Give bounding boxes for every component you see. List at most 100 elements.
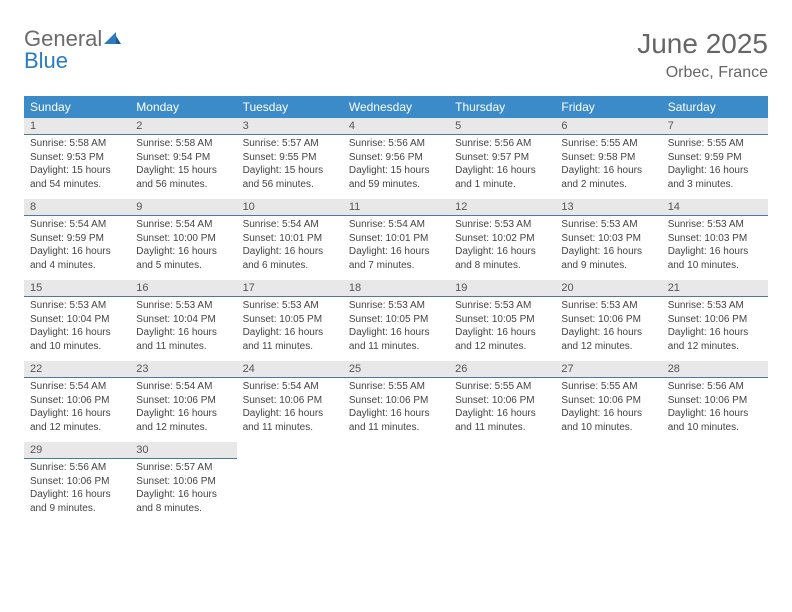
sunset-text: Sunset: 10:03 PM bbox=[561, 232, 655, 246]
day-number-cell: 23 bbox=[130, 361, 236, 378]
daylight-text-line1: Daylight: 15 hours bbox=[30, 164, 124, 178]
day-number-cell: 21 bbox=[662, 280, 768, 297]
sunset-text: Sunset: 9:59 PM bbox=[30, 232, 124, 246]
daylight-text-line1: Daylight: 16 hours bbox=[30, 326, 124, 340]
location-subtitle: Orbec, France bbox=[637, 64, 768, 82]
logo-text: General Blue bbox=[24, 28, 122, 72]
day-detail-cell: Sunrise: 5:56 AMSunset: 10:06 PMDaylight… bbox=[24, 459, 130, 524]
dow-monday: Monday bbox=[130, 96, 236, 118]
week-detail-row: Sunrise: 5:54 AMSunset: 9:59 PMDaylight:… bbox=[24, 216, 768, 281]
sunset-text: Sunset: 10:06 PM bbox=[30, 394, 124, 408]
day-number-cell bbox=[237, 442, 343, 459]
daylight-text-line2: and 7 minutes. bbox=[349, 259, 443, 273]
daylight-text-line1: Daylight: 16 hours bbox=[243, 407, 337, 421]
sunset-text: Sunset: 10:06 PM bbox=[561, 313, 655, 327]
day-number-cell: 14 bbox=[662, 199, 768, 216]
daylight-text-line2: and 10 minutes. bbox=[561, 421, 655, 435]
day-number-cell: 29 bbox=[24, 442, 130, 459]
sunrise-text: Sunrise: 5:55 AM bbox=[455, 380, 549, 394]
daylight-text-line1: Daylight: 16 hours bbox=[561, 407, 655, 421]
sunrise-text: Sunrise: 5:55 AM bbox=[561, 380, 655, 394]
day-number-cell: 10 bbox=[237, 199, 343, 216]
calendar-body: 1234567Sunrise: 5:58 AMSunset: 9:53 PMDa… bbox=[24, 118, 768, 523]
sunset-text: Sunset: 10:04 PM bbox=[136, 313, 230, 327]
daylight-text-line2: and 54 minutes. bbox=[30, 178, 124, 192]
daylight-text-line2: and 11 minutes. bbox=[349, 421, 443, 435]
daylight-text-line2: and 10 minutes. bbox=[668, 259, 762, 273]
daylight-text-line1: Daylight: 16 hours bbox=[349, 326, 443, 340]
daylight-text-line2: and 9 minutes. bbox=[30, 502, 124, 516]
day-detail-cell: Sunrise: 5:53 AMSunset: 10:05 PMDaylight… bbox=[343, 297, 449, 362]
daylight-text-line1: Daylight: 16 hours bbox=[561, 164, 655, 178]
day-detail-cell: Sunrise: 5:53 AMSunset: 10:04 PMDaylight… bbox=[130, 297, 236, 362]
day-detail-cell: Sunrise: 5:55 AMSunset: 9:59 PMDaylight:… bbox=[662, 135, 768, 200]
sunrise-text: Sunrise: 5:53 AM bbox=[243, 299, 337, 313]
sunrise-text: Sunrise: 5:53 AM bbox=[561, 299, 655, 313]
daylight-text-line1: Daylight: 16 hours bbox=[136, 245, 230, 259]
day-number-cell: 30 bbox=[130, 442, 236, 459]
day-detail-cell: Sunrise: 5:54 AMSunset: 10:01 PMDaylight… bbox=[343, 216, 449, 281]
day-number-cell: 19 bbox=[449, 280, 555, 297]
title-block: June 2025 Orbec, France bbox=[637, 28, 768, 82]
day-number-cell: 15 bbox=[24, 280, 130, 297]
day-number-cell bbox=[343, 442, 449, 459]
dow-thursday: Thursday bbox=[449, 96, 555, 118]
week-daynum-row: 2930 bbox=[24, 442, 768, 459]
sunrise-text: Sunrise: 5:55 AM bbox=[561, 137, 655, 151]
daylight-text-line2: and 12 minutes. bbox=[561, 340, 655, 354]
week-daynum-row: 15161718192021 bbox=[24, 280, 768, 297]
sunrise-text: Sunrise: 5:58 AM bbox=[30, 137, 124, 151]
sunset-text: Sunset: 9:54 PM bbox=[136, 151, 230, 165]
daylight-text-line2: and 12 minutes. bbox=[136, 421, 230, 435]
week-detail-row: Sunrise: 5:56 AMSunset: 10:06 PMDaylight… bbox=[24, 459, 768, 524]
daylight-text-line1: Daylight: 16 hours bbox=[30, 245, 124, 259]
daylight-text-line2: and 5 minutes. bbox=[136, 259, 230, 273]
sunrise-text: Sunrise: 5:53 AM bbox=[668, 218, 762, 232]
day-number-cell: 8 bbox=[24, 199, 130, 216]
day-number-cell: 24 bbox=[237, 361, 343, 378]
day-detail-cell: Sunrise: 5:57 AMSunset: 10:06 PMDaylight… bbox=[130, 459, 236, 524]
daylight-text-line2: and 6 minutes. bbox=[243, 259, 337, 273]
daylight-text-line1: Daylight: 16 hours bbox=[136, 326, 230, 340]
sunset-text: Sunset: 9:57 PM bbox=[455, 151, 549, 165]
day-detail-cell: Sunrise: 5:53 AMSunset: 10:05 PMDaylight… bbox=[237, 297, 343, 362]
sunrise-text: Sunrise: 5:53 AM bbox=[349, 299, 443, 313]
daylight-text-line2: and 1 minute. bbox=[455, 178, 549, 192]
logo-sail-icon bbox=[102, 28, 122, 50]
day-number-cell: 18 bbox=[343, 280, 449, 297]
daylight-text-line1: Daylight: 16 hours bbox=[455, 245, 549, 259]
week-detail-row: Sunrise: 5:58 AMSunset: 9:53 PMDaylight:… bbox=[24, 135, 768, 200]
sunrise-text: Sunrise: 5:53 AM bbox=[136, 299, 230, 313]
daylight-text-line1: Daylight: 15 hours bbox=[349, 164, 443, 178]
day-number-cell: 28 bbox=[662, 361, 768, 378]
day-number-cell: 13 bbox=[555, 199, 661, 216]
day-detail-cell: Sunrise: 5:54 AMSunset: 10:01 PMDaylight… bbox=[237, 216, 343, 281]
day-number-cell: 6 bbox=[555, 118, 661, 135]
day-detail-cell: Sunrise: 5:53 AMSunset: 10:04 PMDaylight… bbox=[24, 297, 130, 362]
day-detail-cell: Sunrise: 5:57 AMSunset: 9:55 PMDaylight:… bbox=[237, 135, 343, 200]
daylight-text-line1: Daylight: 16 hours bbox=[455, 326, 549, 340]
sunset-text: Sunset: 10:00 PM bbox=[136, 232, 230, 246]
sunset-text: Sunset: 10:05 PM bbox=[243, 313, 337, 327]
dow-friday: Friday bbox=[555, 96, 661, 118]
day-number-cell: 7 bbox=[662, 118, 768, 135]
sunset-text: Sunset: 10:01 PM bbox=[349, 232, 443, 246]
day-of-week-header-row: Sunday Monday Tuesday Wednesday Thursday… bbox=[24, 96, 768, 118]
day-detail-cell: Sunrise: 5:58 AMSunset: 9:53 PMDaylight:… bbox=[24, 135, 130, 200]
daylight-text-line2: and 12 minutes. bbox=[30, 421, 124, 435]
week-daynum-row: 891011121314 bbox=[24, 199, 768, 216]
sunrise-text: Sunrise: 5:54 AM bbox=[30, 218, 124, 232]
day-detail-cell: Sunrise: 5:58 AMSunset: 9:54 PMDaylight:… bbox=[130, 135, 236, 200]
daylight-text-line1: Daylight: 16 hours bbox=[668, 245, 762, 259]
daylight-text-line1: Daylight: 16 hours bbox=[30, 407, 124, 421]
day-detail-cell: Sunrise: 5:54 AMSunset: 10:06 PMDaylight… bbox=[237, 378, 343, 443]
month-title: June 2025 bbox=[637, 28, 768, 60]
daylight-text-line2: and 9 minutes. bbox=[561, 259, 655, 273]
sunrise-text: Sunrise: 5:54 AM bbox=[349, 218, 443, 232]
daylight-text-line2: and 8 minutes. bbox=[455, 259, 549, 273]
day-detail-cell: Sunrise: 5:55 AMSunset: 10:06 PMDaylight… bbox=[343, 378, 449, 443]
sunrise-text: Sunrise: 5:58 AM bbox=[136, 137, 230, 151]
sunset-text: Sunset: 10:05 PM bbox=[455, 313, 549, 327]
page-header: General Blue June 2025 Orbec, France bbox=[24, 28, 768, 82]
day-number-cell: 16 bbox=[130, 280, 236, 297]
